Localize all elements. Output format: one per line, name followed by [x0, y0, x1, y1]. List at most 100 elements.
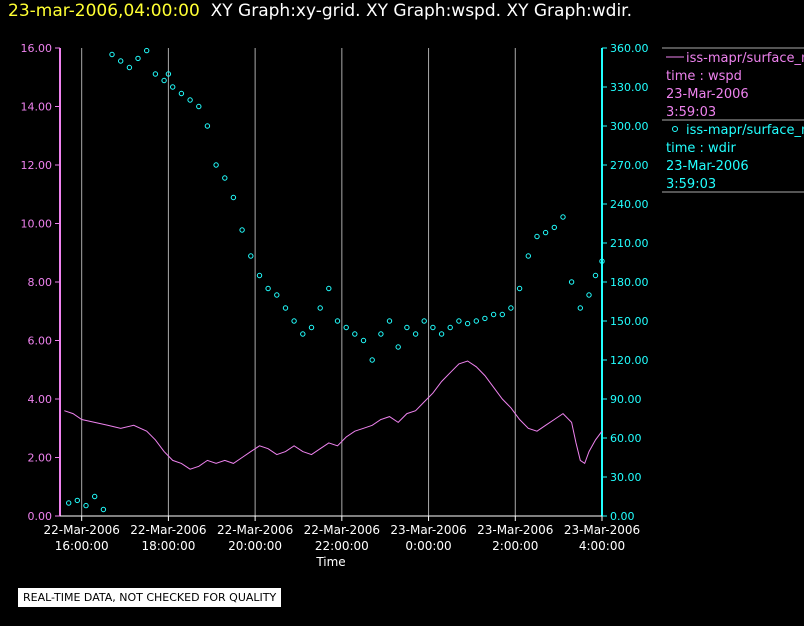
wdir-point: [300, 331, 306, 337]
wdir-point: [204, 123, 211, 129]
legend-wdir-time: 3:59:03: [666, 177, 716, 192]
wdir-point: [352, 331, 358, 337]
legend: iss-mapr/surface_m time : wspd 23-Mar-20…: [662, 47, 804, 193]
left-tick-label: 6.00: [28, 335, 53, 348]
wdir-point: [161, 77, 167, 84]
wdir-point: [109, 51, 115, 58]
wdir-point: [473, 318, 479, 324]
x-axis-label: Time: [315, 555, 345, 569]
wdir-point: [256, 272, 263, 279]
right-axis-ticks: 0.00 30.00 60.00 90.00 120.00 150.00 180.00 210…: [602, 42, 649, 523]
wdir-point: [456, 318, 462, 324]
wdir-point: [395, 344, 401, 350]
wdir-point: [343, 324, 349, 331]
wdir-point: [196, 103, 202, 110]
wdir-point: [599, 258, 605, 264]
wdir-point: [438, 331, 445, 337]
x-tick-date: 22-Mar-2006: [217, 523, 293, 537]
wdir-point: [386, 318, 393, 324]
wdir-point: [516, 285, 523, 292]
legend-wdir-date: 23-Mar-2006: [666, 159, 749, 174]
wdir-point: [464, 320, 471, 327]
wdir-point: [490, 311, 497, 318]
wdir-point: [317, 305, 323, 311]
wdir-point: [213, 162, 219, 168]
wdir-point: [378, 331, 384, 337]
wdir-point: [568, 279, 575, 285]
x-tick-time: 20:00:00: [228, 539, 282, 553]
x-tick-time: 4:00:00: [579, 539, 625, 553]
wdir-point: [118, 58, 124, 64]
wdir-point: [144, 47, 150, 54]
wdir-point: [412, 331, 419, 337]
wdir-point: [222, 175, 228, 181]
right-tick-label: 150.00: [610, 315, 649, 328]
x-tick-date: 23-Mar-2006: [477, 523, 553, 537]
wdir-point: [152, 71, 159, 77]
wdir-point: [265, 285, 271, 292]
wdir-point: [274, 292, 280, 298]
wdir-point: [360, 337, 367, 344]
wdir-point: [230, 194, 237, 201]
wdir-point: [542, 229, 549, 236]
wdir-point: [334, 318, 341, 324]
series-wspd-line: [64, 360, 603, 470]
series-wdir-points: [66, 47, 605, 513]
wdir-point: [447, 324, 453, 331]
quality-disclaimer: REAL-TIME DATA, NOT CHECKED FOR QUALITY: [18, 588, 282, 607]
x-tick-date: 22-Mar-2006: [304, 523, 380, 537]
wdir-point: [482, 315, 488, 322]
wdir-point: [525, 253, 531, 259]
wdir-point: [534, 233, 540, 240]
legend-wspd-source: iss-mapr/surface_m: [686, 51, 804, 66]
x-axis-ticks: 22-Mar-2006 16:00:00 22-Mar-2006 18:00:00 22…: [44, 516, 640, 553]
right-tick-label: 360.00: [610, 42, 649, 55]
wdir-point: [74, 497, 81, 504]
wdir-point: [126, 64, 133, 71]
wdir-point: [551, 224, 557, 231]
wdir-point: [170, 84, 176, 90]
right-tick-label: 30.00: [610, 471, 642, 484]
wdir-point: [239, 227, 245, 233]
wdir-point: [165, 71, 172, 77]
left-tick-label: 0.00: [28, 510, 53, 523]
legend-wdir-source: iss-mapr/surface_m: [686, 123, 804, 138]
wdir-point: [135, 55, 141, 62]
wdir-point: [248, 253, 254, 259]
wdir-point: [92, 493, 98, 500]
wdir-point: [291, 318, 297, 324]
x-tick-time: 22:00:00: [315, 539, 369, 553]
wdir-point: [592, 272, 599, 279]
left-tick-label: 8.00: [28, 276, 53, 289]
wdir-point: [421, 318, 427, 324]
wdir-point: [187, 97, 193, 103]
wdir-point: [369, 357, 375, 363]
wdir-point: [178, 90, 185, 97]
legend-wspd-var: time : wspd: [666, 69, 742, 84]
wdir-point: [577, 305, 583, 311]
wdir-point: [404, 324, 410, 331]
right-tick-label: 270.00: [610, 159, 649, 172]
left-tick-label: 14.00: [21, 101, 53, 114]
wdir-point: [66, 500, 72, 506]
wdir-point: [326, 285, 332, 292]
left-tick-label: 16.00: [21, 42, 53, 55]
x-tick-date: 23-Mar-2006: [390, 523, 466, 537]
x-tick-time: 2:00:00: [492, 539, 538, 553]
legend-wspd-date: 23-Mar-2006: [666, 87, 749, 102]
right-tick-label: 240.00: [610, 198, 649, 211]
wdir-point: [83, 502, 89, 509]
right-tick-label: 300.00: [610, 120, 649, 133]
wdir-point: [560, 214, 566, 220]
left-tick-label: 2.00: [28, 452, 53, 465]
right-tick-label: 330.00: [610, 81, 649, 94]
x-tick-date: 22-Mar-2006: [44, 523, 120, 537]
chart-title: 23-mar-2006,04:00:00 XY Graph:xy-grid. X…: [8, 1, 632, 21]
x-tick-time: 18:00:00: [141, 539, 195, 553]
left-axis-ticks: 0.00 2.00 4.00 6.00 8.00 10.00 12.00 14.00 16.00: [21, 42, 60, 523]
wdir-point: [100, 506, 107, 513]
left-tick-label: 12.00: [21, 159, 53, 172]
title-graph-names: XY Graph:xy-grid. XY Graph:wspd. XY Grap…: [210, 1, 633, 21]
right-tick-label: 210.00: [610, 237, 649, 250]
